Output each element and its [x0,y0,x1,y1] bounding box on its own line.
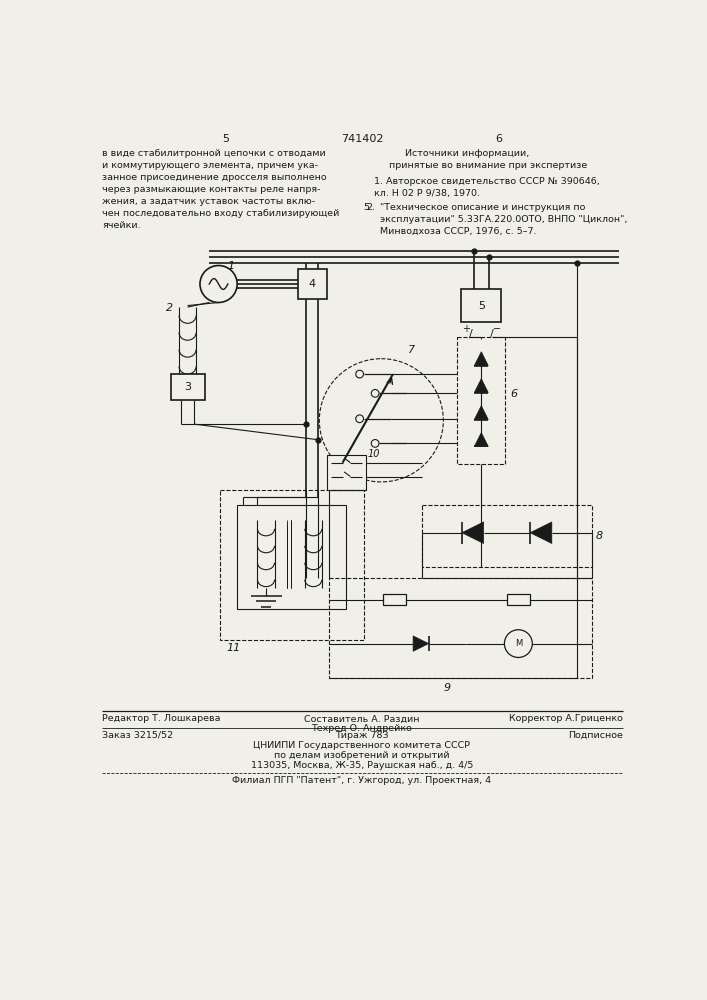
Text: Подписное: Подписное [568,731,623,740]
Text: Техред О. Андрейко: Техред О. Андрейко [312,724,412,733]
Text: 6: 6 [496,134,503,144]
Text: 7: 7 [409,345,416,355]
Text: M: M [515,639,522,648]
Text: Источники информации,: Источники информации, [404,149,529,158]
Bar [383,594,406,605]
Bar [298,269,327,299]
Text: кл. Н 02 Р 9/38, 1970.: кл. Н 02 Р 9/38, 1970. [373,189,479,198]
Text: через размыкающие контакты реле напря-: через размыкающие контакты реле напря- [103,185,321,194]
Text: 5: 5 [478,301,485,311]
Polygon shape [413,636,428,651]
Text: Минводхоза СССР, 1976, с. 5–7.: Минводхоза СССР, 1976, с. 5–7. [380,227,537,236]
Text: занное присоединение дросселя выполнено: занное присоединение дросселя выполнено [103,173,327,182]
Text: 8: 8 [595,531,602,541]
Polygon shape [530,522,552,544]
Text: Тираж 783: Тираж 783 [335,731,389,740]
Text: /: / [490,329,494,339]
Text: и коммутирующего элемента, причем ука-: и коммутирующего элемента, причем ука- [103,161,318,170]
Bar [507,594,530,605]
Bar [421,505,592,567]
Text: 113035, Москва, Ж-35, Раушская наб., д. 4/5: 113035, Москва, Ж-35, Раушская наб., д. … [251,761,473,770]
Text: 741402: 741402 [341,134,383,144]
Text: Корректор А.Гриценко: Корректор А.Гриценко [509,714,623,723]
Text: "Техническое описание и инструкция по: "Техническое описание и инструкция по [380,203,585,212]
Text: принятые во внимание при экспертизе: принятые во внимание при экспертизе [389,161,588,170]
Bar [457,337,506,464]
Bar [461,289,501,322]
Text: −: − [493,324,501,334]
Text: Заказ 3215/52: Заказ 3215/52 [103,731,173,740]
Text: Редактор Т. Лошкарева: Редактор Т. Лошкарева [103,714,221,723]
Bar [170,374,204,400]
Text: чен последовательно входу стабилизирующей: чен последовательно входу стабилизирующе… [103,209,339,218]
Text: 3: 3 [184,382,191,392]
Text: в виде стабилитронной цепочки с отводами: в виде стабилитронной цепочки с отводами [103,149,326,158]
Text: 6: 6 [510,389,517,399]
Polygon shape [474,379,489,393]
Text: 2: 2 [166,303,173,313]
Text: ячейки.: ячейки. [103,221,141,230]
Bar [329,578,592,678]
Text: 1: 1 [228,261,235,271]
Text: 2.: 2. [366,203,375,212]
Text: Составитель А. Раздин: Составитель А. Раздин [304,714,420,723]
Text: 10: 10 [368,449,380,459]
Text: 5: 5 [363,203,370,212]
Polygon shape [462,522,484,544]
Text: по делам изобретений и открытий: по делам изобретений и открытий [274,751,450,760]
Text: жения, а задатчик уставок частоты вклю-: жения, а задатчик уставок частоты вклю- [103,197,315,206]
Text: /: / [469,329,472,339]
Text: 4: 4 [309,279,316,289]
Text: 9: 9 [443,683,451,693]
Bar [237,505,346,609]
Text: Филиал ПГП "Патент", г. Ужгород, ул. Проектная, 4: Филиал ПГП "Патент", г. Ужгород, ул. Про… [233,776,491,785]
Text: 11: 11 [226,643,240,653]
Bar [220,490,363,640]
Polygon shape [474,352,489,366]
Text: 1. Авторское свидетельство СССР № 390646,: 1. Авторское свидетельство СССР № 390646… [373,177,600,186]
Text: +: + [462,324,469,334]
Bar [327,455,366,490]
Text: 5: 5 [222,134,229,144]
Text: ЦНИИПИ Государственного комитета СССР: ЦНИИПИ Государственного комитета СССР [253,741,470,750]
Text: эксплуатации" 5.33ГА.220.0ОТО, ВНПО "Циклон",: эксплуатации" 5.33ГА.220.0ОТО, ВНПО "Цик… [380,215,627,224]
Polygon shape [474,433,489,446]
Polygon shape [474,406,489,420]
